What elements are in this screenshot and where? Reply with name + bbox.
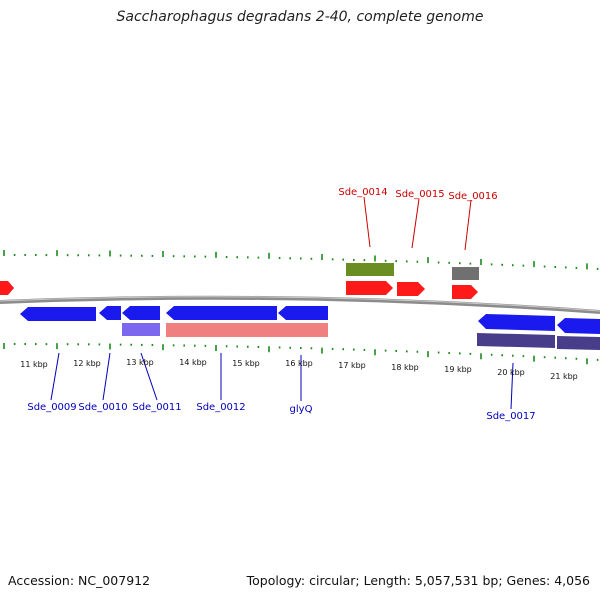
leader-sde0016 bbox=[464, 199, 472, 251]
leader-sde0015 bbox=[411, 198, 420, 249]
genome-backbone bbox=[0, 295, 600, 314]
ruler-label-11kbp: 11 kbp bbox=[20, 360, 48, 369]
ruler-label-15kbp: 15 kbp bbox=[232, 359, 260, 368]
gene-arrow-sde0017[interactable] bbox=[478, 314, 555, 331]
bottom-tick-marks bbox=[3, 343, 599, 365]
label-sde0017[interactable]: Sde_0017 bbox=[486, 411, 535, 422]
gene-arrow-left-edge[interactable] bbox=[0, 281, 14, 295]
ruler-label-21kbp: 21 kbp bbox=[550, 372, 578, 381]
cds-bar-sde0017[interactable] bbox=[477, 333, 555, 348]
leader-sde0009 bbox=[50, 352, 60, 401]
label-sde0012[interactable]: Sde_0012 bbox=[196, 402, 245, 413]
ruler-label-16kbp: 16 kbp bbox=[285, 359, 313, 368]
label-sde0010[interactable]: Sde_0010 bbox=[78, 402, 127, 413]
genome-backbone-highlight bbox=[0, 296, 600, 312]
gene-arrow-sde0014[interactable] bbox=[346, 281, 393, 295]
cds-bar-sde0012[interactable] bbox=[166, 323, 328, 337]
leader-sde0014 bbox=[363, 196, 371, 248]
ruler-label-14kbp: 14 kbp bbox=[179, 358, 207, 367]
label-glyq[interactable]: glyQ bbox=[290, 404, 313, 415]
leader-sde0017 bbox=[510, 362, 514, 410]
ruler-label-12kbp: 12 kbp bbox=[73, 359, 101, 368]
ruler-label-13kbp: 13 kbp bbox=[126, 358, 154, 367]
gene-arrow-sde0010[interactable] bbox=[99, 306, 121, 320]
ruler-label-18kbp: 18 kbp bbox=[391, 363, 419, 372]
gene-arrow-sde0009[interactable] bbox=[20, 307, 96, 321]
gene-arrow-sde0012[interactable] bbox=[166, 306, 277, 320]
label-sde0011[interactable]: Sde_0011 bbox=[132, 402, 181, 413]
ruler-label-17kbp: 17 kbp bbox=[338, 361, 366, 370]
leader-sde0011 bbox=[140, 352, 158, 401]
gene-arrow-glyq[interactable] bbox=[278, 306, 328, 320]
top-tick-marks bbox=[3, 250, 599, 270]
leader-sde0010 bbox=[102, 352, 111, 401]
gene-arrow-right-edge[interactable] bbox=[557, 318, 600, 334]
cds-bar-sde0011[interactable] bbox=[122, 323, 160, 336]
gene-arrow-sde0015[interactable] bbox=[397, 282, 425, 296]
page-title: Saccharophagus degradans 2-40, complete … bbox=[116, 9, 484, 25]
label-sde0016[interactable]: Sde_0016 bbox=[448, 191, 497, 202]
accession-text: Accession: NC_007912 bbox=[8, 573, 151, 588]
gene-arrow-sde0011[interactable] bbox=[122, 306, 160, 320]
topology-text: Topology: circular; Length: 5,057,531 bp… bbox=[246, 573, 590, 588]
cds-bar-right-edge[interactable] bbox=[557, 336, 600, 350]
cds-bar-sde0016[interactable] bbox=[452, 267, 479, 280]
label-sde0014[interactable]: Sde_0014 bbox=[338, 187, 387, 198]
cds-bar-sde0014[interactable] bbox=[346, 263, 394, 276]
gene-arrow-sde0016[interactable] bbox=[452, 285, 478, 299]
ruler-label-19kbp: 19 kbp bbox=[444, 365, 472, 374]
label-sde0015[interactable]: Sde_0015 bbox=[395, 189, 444, 200]
label-sde0009[interactable]: Sde_0009 bbox=[27, 402, 76, 413]
ruler-label-20kbp: 20 kbp bbox=[497, 368, 525, 377]
